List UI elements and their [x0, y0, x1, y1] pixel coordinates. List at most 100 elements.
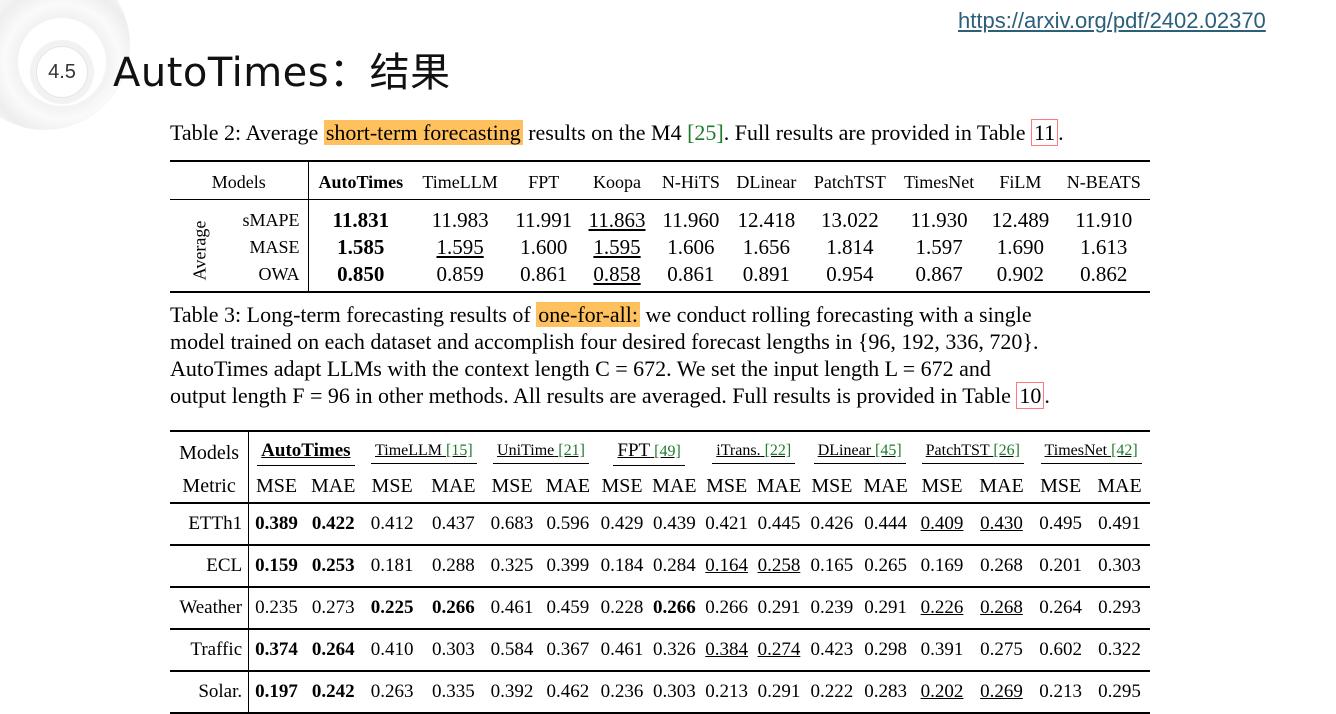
- table-cell: 0.242: [303, 671, 363, 714]
- model-header: FPT [49]: [596, 430, 702, 469]
- table3: Models AutoTimes TimeLLM [15] UniTime [21] F…: [170, 430, 1150, 714]
- model-header-label: AutoTimes: [257, 440, 355, 466]
- metric-label: Metric: [170, 469, 250, 504]
- table2: Models AutoTimes TimeLLM FPT Koopa N-HiTS DLin…: [170, 160, 1150, 293]
- table-cell: 0.303: [647, 671, 702, 714]
- table-cell: 0.284: [647, 545, 702, 588]
- column-header-mae: MAE: [647, 469, 702, 504]
- table-cell: 0.850: [308, 261, 414, 293]
- table-cell: 0.439: [647, 503, 702, 546]
- table-row: Weather 0.235 0.273 0.225 0.266 0.461 0.459 0.2…: [170, 587, 1150, 630]
- table-cell: 0.269: [970, 671, 1033, 714]
- table-cell: 0.201: [1032, 545, 1089, 588]
- table-cell: 0.322: [1088, 629, 1150, 672]
- table-cell: 0.197: [248, 671, 304, 714]
- table-cell: 0.367: [538, 629, 597, 672]
- table-row: Traffic 0.374 0.264 0.410 0.303 0.584 0.367 0.4…: [170, 629, 1150, 672]
- table-cell: 0.389: [248, 503, 304, 546]
- table-cell: 0.412: [362, 503, 422, 546]
- table-cell: 0.283: [857, 671, 914, 714]
- table-cell: 0.295: [1088, 671, 1150, 714]
- citation-link[interactable]: [45]: [875, 442, 902, 459]
- table-cell: 12.418: [737, 208, 796, 232]
- table-cell: 0.275: [970, 629, 1033, 672]
- model-header: PatchTST [26]: [913, 430, 1033, 469]
- table-cell: 0.384: [701, 629, 752, 672]
- table-cell: 0.596: [538, 503, 597, 546]
- caption-text: we conduct rolling forecasting with a si…: [645, 302, 1032, 327]
- model-name: FPT: [617, 440, 651, 461]
- table-row: OWA 0.850 0.859 0.861 0.858 0.861 0.891 0.954 0.…: [170, 261, 1150, 293]
- column-header-model: TimeLLM: [413, 160, 508, 200]
- citation-link[interactable]: [15]: [446, 442, 473, 459]
- table-cell: 0.288: [421, 545, 486, 588]
- table-cell: 0.444: [857, 503, 914, 546]
- model-header: AutoTimes: [248, 430, 363, 469]
- column-header-mae: MAE: [1088, 469, 1150, 504]
- model-name: DLinear: [817, 442, 872, 459]
- table-cell: 0.459: [538, 587, 597, 630]
- caption-highlight: one-for-all:: [536, 302, 640, 327]
- table-cell: 0.325: [485, 545, 539, 588]
- table-cell: 1.595: [593, 235, 641, 259]
- citation-link[interactable]: [26]: [993, 442, 1020, 459]
- table-cell: 0.169: [913, 545, 971, 588]
- table-cell: 0.265: [857, 545, 914, 588]
- table-cell: 11.983: [431, 208, 489, 232]
- table-cell: 1.613: [1080, 235, 1128, 259]
- table-cell: 0.421: [701, 503, 752, 546]
- table-cell: 0.891: [728, 261, 805, 293]
- table-cell: 11.910: [1075, 208, 1133, 232]
- citation-link[interactable]: [42]: [1111, 442, 1138, 459]
- column-header-model: FPT: [507, 160, 581, 200]
- table-cell: 0.423: [806, 629, 858, 672]
- table-cell: 0.392: [485, 671, 539, 714]
- table-cell: 13.022: [820, 208, 879, 232]
- column-header-model: FiLM: [983, 160, 1058, 200]
- column-header-mae: MAE: [970, 469, 1033, 504]
- table-cell: 0.462: [538, 671, 597, 714]
- table-cell: 0.303: [1088, 545, 1150, 588]
- table-cell: 0.222: [806, 671, 858, 714]
- table-ref-link[interactable]: 10: [1016, 382, 1045, 409]
- model-header: UniTime [21]: [485, 430, 597, 469]
- table-cell: 0.225: [362, 587, 422, 630]
- model-name: TimesNet: [1044, 442, 1108, 459]
- caption-text: results on the M4: [528, 120, 682, 145]
- dataset-label: Weather: [170, 587, 250, 630]
- group-label-cell: Average: [170, 199, 230, 293]
- source-link[interactable]: https://arxiv.org/pdf/2402.02370: [958, 8, 1266, 33]
- citation-link[interactable]: [49]: [654, 443, 681, 460]
- table-cell: 0.266: [701, 587, 752, 630]
- table-cell: 0.164: [701, 545, 752, 588]
- caption-text: AutoTimes adapt LLMs with the context le…: [170, 356, 991, 381]
- table-cell: 0.335: [421, 671, 486, 714]
- column-header-model: PatchTST: [804, 160, 895, 200]
- table-cell: 0.858: [580, 261, 654, 293]
- table-cell: 0.268: [970, 545, 1033, 588]
- column-header-mse: MSE: [1032, 469, 1089, 504]
- table-cell: 0.266: [421, 587, 486, 630]
- caption-text: model trained on each dataset and accomp…: [170, 329, 1039, 354]
- table-ref-link[interactable]: 11: [1030, 119, 1059, 146]
- citation-link[interactable]: [22]: [764, 442, 792, 459]
- table-cell: 0.602: [1032, 629, 1089, 672]
- caption-text: . Full results are provided in Table: [723, 120, 1026, 145]
- metric-label: sMAPE: [229, 199, 309, 234]
- table3-caption: Table 3: Long-term forecasting results o…: [170, 301, 1150, 409]
- model-header-label: TimesNet [42]: [1040, 442, 1142, 464]
- table-cell: 0.426: [806, 503, 858, 546]
- caption-text: output length F = 96 in other methods. A…: [170, 383, 1011, 408]
- table-cell: 12.489: [991, 208, 1050, 232]
- citation-link[interactable]: [25]: [687, 120, 724, 145]
- dataset-label: Traffic: [170, 629, 250, 672]
- table-cell: 0.861: [653, 261, 729, 293]
- table-cell: 11.930: [910, 208, 968, 232]
- model-header-label: PatchTST [26]: [921, 442, 1024, 464]
- model-header: TimeLLM [15]: [362, 430, 486, 469]
- caption-text: Table 3: Long-term forecasting results o…: [170, 302, 531, 327]
- table-cell: 0.437: [421, 503, 486, 546]
- citation-link[interactable]: [21]: [558, 442, 585, 459]
- table-cell: 0.213: [1032, 671, 1089, 714]
- table-cell: 0.861: [507, 261, 581, 293]
